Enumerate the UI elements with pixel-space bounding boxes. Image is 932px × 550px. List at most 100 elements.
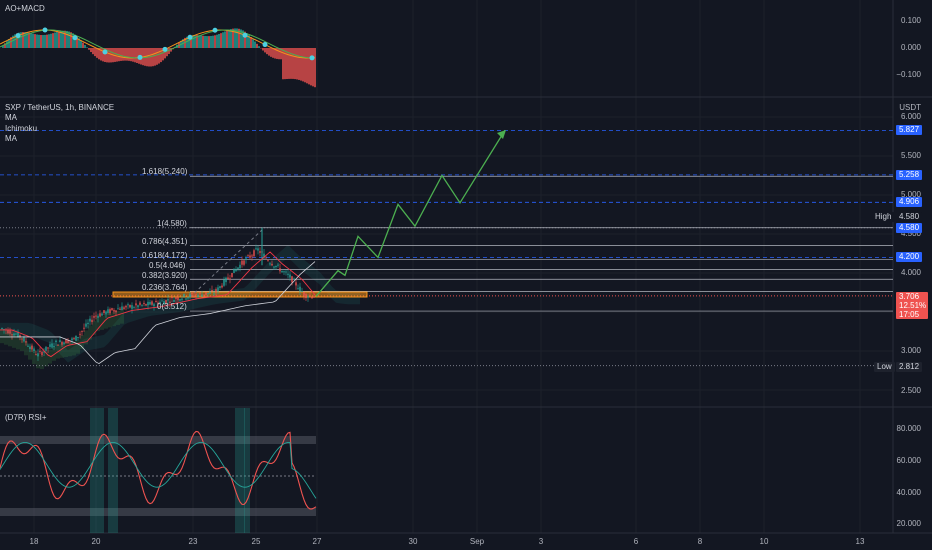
ao-bar	[224, 31, 226, 48]
ao-bar	[276, 48, 278, 59]
candle-body	[233, 268, 235, 274]
rsi-title[interactable]: (D7R) RSI+	[5, 413, 47, 422]
ao-bar	[278, 48, 280, 60]
candle-body	[201, 294, 203, 297]
candle-body	[65, 339, 67, 344]
ao-bar	[196, 35, 198, 48]
x-axis-tick: 23	[188, 537, 198, 546]
ao-bar	[52, 33, 54, 48]
ao-bar	[68, 31, 70, 48]
macd-line	[0, 29, 316, 59]
candle-body	[59, 340, 61, 342]
candle-body	[93, 316, 95, 318]
ao-bar	[156, 48, 158, 65]
ao-bar	[188, 36, 190, 48]
ao-bar	[32, 33, 34, 48]
candle-body	[135, 303, 137, 306]
indicator-ma-2[interactable]: MA	[5, 134, 17, 143]
ao-bar	[64, 30, 66, 48]
rsi-highlight	[244, 408, 250, 533]
x-axis-tick: 3	[538, 537, 544, 546]
ao-bar	[116, 48, 118, 62]
ao-bar	[164, 48, 166, 59]
candle-body	[249, 255, 251, 258]
ao-bar	[198, 35, 200, 48]
cloud-segment	[32, 349, 36, 364]
ao-bar	[10, 37, 12, 48]
fib-label-0: 0(3.512)	[157, 302, 187, 311]
ao-bar	[250, 37, 252, 48]
ao-bar	[262, 48, 264, 51]
indicator-ma-1[interactable]: MA	[5, 113, 17, 122]
price-badge-5827[interactable]: 5.827	[896, 125, 923, 135]
cloud-segment	[88, 325, 92, 340]
cloud-segment	[20, 336, 24, 351]
ao-bar	[166, 48, 168, 57]
ao-bar	[92, 48, 94, 55]
candle-body	[157, 302, 159, 305]
candle-body	[111, 308, 113, 311]
macd-title[interactable]: AO+MACD	[5, 4, 45, 13]
x-axis-tick: 13	[855, 537, 865, 546]
candle-body	[101, 313, 103, 316]
ao-bar	[216, 34, 218, 48]
ao-bar	[8, 39, 10, 48]
rsi-axis-tick: 60.000	[896, 456, 921, 465]
ao-bar	[314, 48, 316, 88]
ao-bar	[222, 32, 224, 48]
candle-body	[267, 260, 269, 262]
projection-path[interactable]	[315, 129, 506, 297]
candle-body	[203, 294, 205, 296]
symbol-title[interactable]: SXP / TetherUS, 1h, BINANCE	[5, 103, 115, 112]
candle-body	[141, 304, 143, 306]
price-badge-4200[interactable]: 4.200	[896, 252, 923, 262]
candle-body	[11, 334, 13, 336]
candle-body	[213, 293, 215, 295]
current-price: 3.706	[899, 292, 920, 301]
candle-body	[219, 286, 221, 289]
ao-bar	[256, 43, 258, 48]
ao-bar	[234, 28, 236, 48]
fib-retracement[interactable]	[190, 175, 893, 312]
ao-bar	[106, 48, 108, 63]
ao-bar	[248, 35, 250, 48]
price-axis-tick: 2.500	[900, 386, 921, 395]
candle-body	[45, 346, 47, 351]
fib-trend-line[interactable]	[189, 229, 263, 298]
high-value: 4.580	[896, 212, 923, 222]
ao-bar	[232, 28, 234, 48]
candle-body	[63, 342, 65, 345]
price-badge-4906[interactable]: 4.906	[896, 197, 923, 207]
cloud-segment	[100, 315, 104, 330]
ao-bar	[210, 35, 212, 48]
low-label: Low	[874, 362, 895, 372]
ao-bar	[302, 48, 304, 82]
candle-body	[265, 257, 267, 259]
candle-body	[85, 323, 87, 327]
ao-bar	[290, 48, 292, 79]
ao-bar	[284, 48, 286, 80]
current-price-badge[interactable]: 3.706 12.51% 17:05	[896, 292, 928, 319]
indicator-ichimoku[interactable]: Ichimoku	[5, 124, 38, 133]
candle-body	[143, 302, 145, 304]
candle-body	[231, 272, 233, 278]
support-zone-rect[interactable]	[112, 291, 368, 298]
ao-bar	[286, 48, 288, 80]
currency-label[interactable]: USDT	[899, 103, 921, 112]
ao-bar	[272, 48, 274, 58]
candle-body	[269, 263, 271, 265]
candle-body	[173, 300, 175, 302]
overbought-band	[0, 436, 316, 444]
price-badge-5258[interactable]: 5.258	[896, 170, 923, 180]
ao-bar	[204, 35, 206, 48]
ao-bar	[128, 48, 130, 61]
ao-bar	[114, 48, 116, 62]
ao-bar	[72, 33, 74, 48]
candle-body	[197, 294, 199, 298]
ao-bar	[190, 35, 192, 48]
ao-bar	[154, 48, 156, 66]
price-badge-4580[interactable]: 4.580	[896, 223, 923, 233]
ao-bar	[274, 48, 276, 59]
ao-bar	[18, 32, 20, 48]
